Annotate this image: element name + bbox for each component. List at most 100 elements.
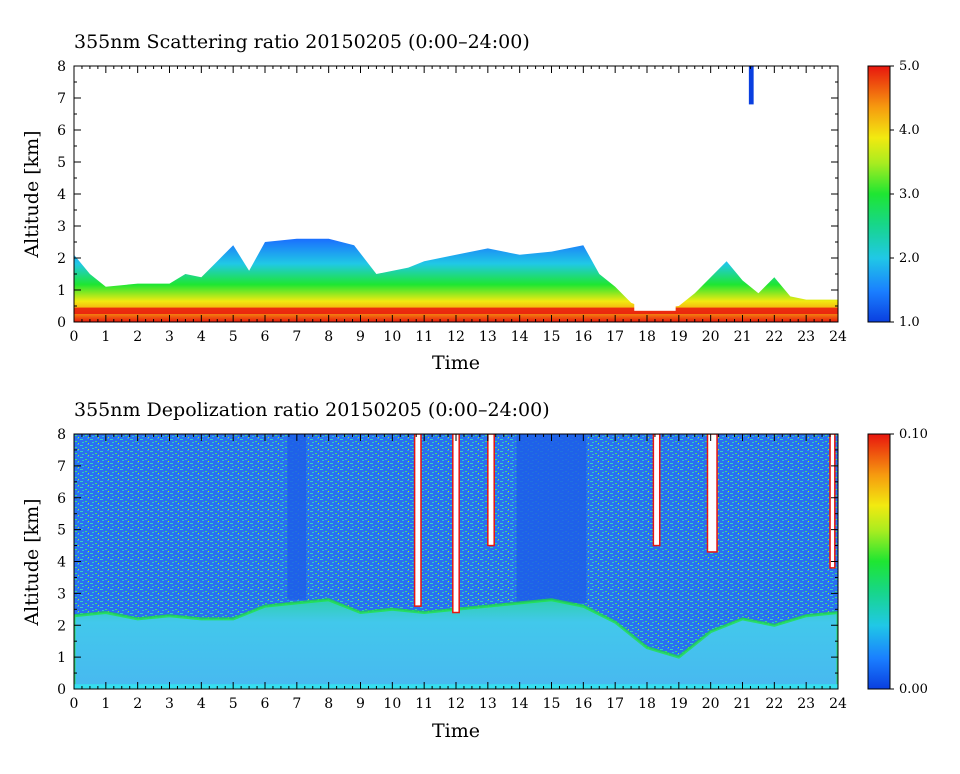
x-tick-label: 9 (356, 696, 365, 712)
depolarization-colorbar: 0.00 0.10 (867, 427, 928, 697)
depolarization-heatmap (74, 434, 838, 689)
x-tick-label: 12 (447, 329, 465, 345)
high-depolarization-column (652, 434, 661, 547)
y-tick-label: 7 (57, 459, 66, 475)
y-tick-label: 0 (57, 682, 66, 698)
depolarization-title: 355nm Depolization ratio 20150205 (0:00–… (74, 399, 550, 421)
y-tick-label: 8 (57, 59, 66, 75)
colorbar-tick-label: 4.0 (899, 123, 920, 138)
high-depolarization-column (829, 434, 836, 569)
x-tick-label: 1 (101, 329, 110, 345)
boundary-layer-edge (74, 598, 838, 689)
y-tick-label: 4 (57, 187, 66, 203)
x-tick-label: 15 (543, 329, 561, 345)
x-tick-label: 6 (261, 329, 270, 345)
scattering-y-label: Altitude [km] (21, 130, 43, 258)
y-tick-label: 6 (57, 491, 66, 507)
x-tick-label: 15 (543, 696, 561, 712)
x-tick-label: 19 (670, 329, 688, 345)
x-tick-label: 9 (356, 329, 365, 345)
scattering-heatmap (74, 66, 838, 322)
x-tick-label: 16 (574, 329, 592, 345)
x-tick-label: 2 (133, 696, 142, 712)
surface-high-ratio-band (74, 307, 838, 314)
x-tick-label: 23 (797, 329, 815, 345)
x-tick-label: 10 (383, 329, 401, 345)
x-tick-label: 3 (165, 329, 174, 345)
y-tick-label: 2 (57, 251, 66, 267)
x-tick-label: 3 (165, 696, 174, 712)
x-tick-label: 7 (292, 696, 301, 712)
y-tick-label: 3 (57, 219, 66, 235)
low-depolarization-column (516, 434, 587, 603)
x-tick-label: 20 (702, 329, 720, 345)
y-tick-label: 1 (57, 283, 66, 299)
x-tick-label: 0 (70, 329, 79, 345)
x-tick-label: 2 (133, 329, 142, 345)
x-tick-label: 11 (415, 329, 433, 345)
x-tick-label: 17 (606, 696, 624, 712)
high-depolarization-column (452, 434, 460, 614)
x-tick-label: 23 (797, 696, 815, 712)
colorbar-tick-label: 0.00 (899, 682, 928, 697)
y-tick-label: 5 (57, 523, 66, 539)
x-tick-label: 13 (479, 329, 497, 345)
x-tick-label: 22 (765, 329, 783, 345)
x-tick-label: 7 (292, 329, 301, 345)
depolarization-y-label: Altitude [km] (21, 498, 43, 626)
x-tick-label: 13 (479, 696, 497, 712)
boundary-layer (74, 599, 838, 689)
depolarization-x-label: Time (432, 720, 480, 742)
y-tick-label: 5 (57, 155, 66, 171)
colorbar-gradient (867, 65, 891, 323)
aerosol-layer (74, 238, 838, 322)
x-tick-label: 6 (261, 696, 270, 712)
scattering-axes: 0 1 2 3 4 5 6 7 8 9 10 11 12 13 14 15 16 17 18 19 20 21 22 23 24… (57, 59, 847, 345)
x-tick-label: 24 (829, 329, 847, 345)
x-tick-label: 17 (606, 329, 624, 345)
x-tick-label: 20 (702, 696, 720, 712)
scattering-colorbar: 1.0 2.0 3.0 4.0 5.0 (867, 59, 920, 330)
high-depolarization-column (487, 434, 495, 547)
high-cloud-feature (748, 66, 754, 105)
x-tick-label: 18 (638, 329, 656, 345)
y-tick-label: 3 (57, 586, 66, 602)
x-tick-label: 22 (765, 696, 783, 712)
y-tick-label: 1 (57, 650, 66, 666)
x-tick-label: 24 (829, 696, 847, 712)
y-tick-label: 8 (57, 427, 66, 443)
saturated-gap (634, 296, 676, 311)
x-tick-label: 5 (229, 696, 238, 712)
colorbar-tick-label: 1.0 (899, 315, 920, 330)
x-tick-label: 11 (415, 696, 433, 712)
colorbar-tick-label: 0.10 (899, 427, 928, 442)
x-tick-label: 10 (383, 696, 401, 712)
y-tick-label: 2 (57, 618, 66, 634)
y-tick-label: 6 (57, 123, 66, 139)
x-tick-label: 14 (511, 329, 529, 345)
x-tick-label: 5 (229, 329, 238, 345)
scattering-ratio-panel: 355nm Scattering ratio 20150205 (0:00–24… (21, 31, 920, 374)
colorbar-tick-label: 2.0 (899, 251, 920, 266)
x-tick-label: 21 (734, 329, 752, 345)
colorbar-tick-label: 3.0 (899, 187, 920, 202)
colorbar-tick-label: 5.0 (899, 59, 920, 74)
colorbar-gradient (867, 433, 891, 690)
x-tick-label: 8 (324, 329, 333, 345)
depolarization-ratio-panel: 355nm Depolization ratio 20150205 (0:00–… (21, 399, 928, 742)
x-tick-label: 21 (734, 696, 752, 712)
x-tick-label: 4 (197, 696, 206, 712)
y-tick-label: 7 (57, 91, 66, 107)
x-tick-label: 1 (101, 696, 110, 712)
x-tick-label: 0 (70, 696, 79, 712)
x-tick-label: 8 (324, 696, 333, 712)
depolarization-axes: 0 1 2 3 4 5 6 7 8 9 10 11 12 13 14 15 16 17 18 19 20 21 22 23 24… (57, 427, 847, 712)
high-depolarization-column (413, 434, 422, 607)
x-tick-label: 14 (511, 696, 529, 712)
low-depolarization-column (287, 434, 307, 600)
high-depolarization-column (706, 434, 718, 553)
x-tick-label: 18 (638, 696, 656, 712)
y-tick-label: 4 (57, 555, 66, 571)
y-tick-label: 0 (57, 315, 66, 331)
